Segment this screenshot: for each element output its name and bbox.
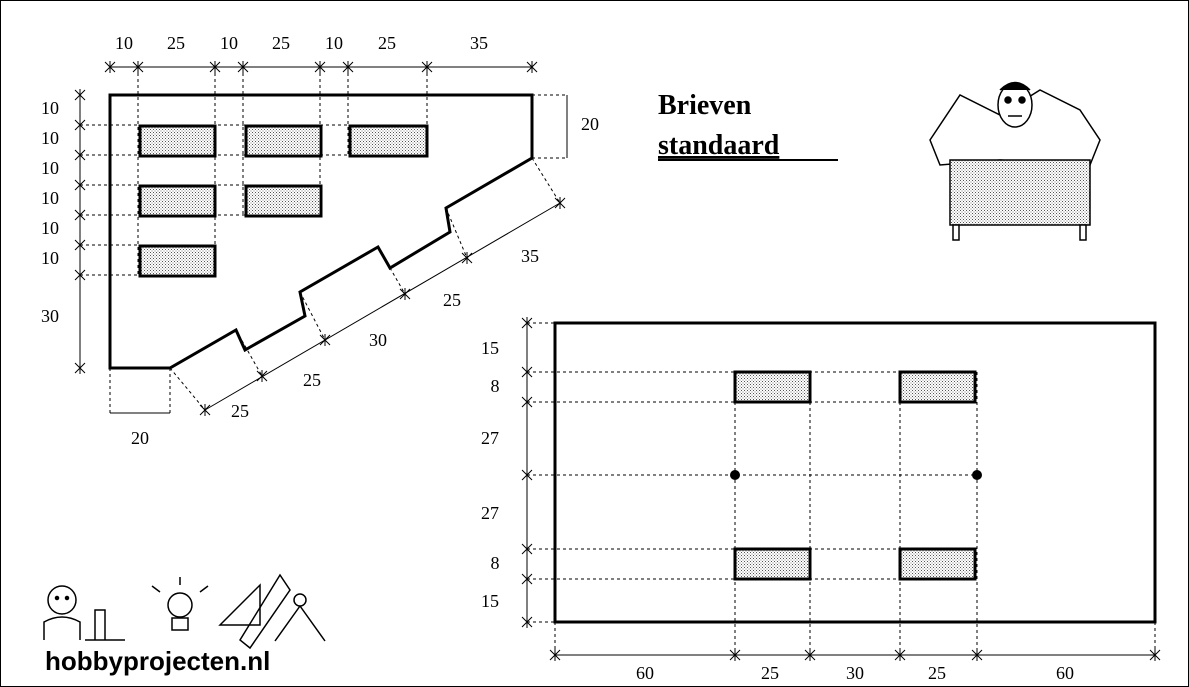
tick bbox=[521, 366, 533, 378]
brand: hobbyprojecten.nl bbox=[45, 646, 270, 676]
dimension-label: 60 bbox=[1056, 663, 1074, 683]
dimension-label: 25 bbox=[272, 33, 290, 53]
dimension-label: 60 bbox=[636, 663, 654, 683]
tick bbox=[237, 61, 249, 73]
outline-left bbox=[108, 93, 534, 370]
dimension-label: 30 bbox=[41, 306, 59, 326]
tick bbox=[729, 649, 741, 661]
tick bbox=[342, 61, 354, 73]
dimension-label: 25 bbox=[167, 33, 185, 53]
tick bbox=[521, 573, 533, 585]
dimension-label: 35 bbox=[521, 246, 539, 266]
title-line2: standaard bbox=[658, 130, 780, 161]
tick bbox=[132, 61, 144, 73]
tick bbox=[554, 197, 566, 209]
tick bbox=[549, 649, 561, 661]
dimension-label: 8 bbox=[491, 376, 500, 396]
dimension-label: 10 bbox=[325, 33, 343, 53]
tick bbox=[74, 89, 86, 101]
tick bbox=[521, 616, 533, 628]
dimension-label: 10 bbox=[115, 33, 133, 53]
tick bbox=[74, 269, 86, 281]
tick bbox=[319, 334, 331, 346]
dimension-label: 27 bbox=[481, 428, 499, 448]
dimension-label: 25 bbox=[378, 33, 396, 53]
tick bbox=[521, 469, 533, 481]
tick bbox=[209, 61, 221, 73]
hole bbox=[972, 470, 982, 480]
desk-clipart bbox=[929, 81, 1101, 241]
dimension-label: 10 bbox=[41, 128, 59, 148]
tick bbox=[521, 317, 533, 329]
slots-right bbox=[733, 370, 977, 581]
hole bbox=[730, 470, 740, 480]
dim-lines-left bbox=[79, 66, 568, 414]
outline-right bbox=[553, 321, 1157, 624]
dimension-label: 10 bbox=[220, 33, 238, 53]
dimension-label: 8 bbox=[491, 553, 500, 573]
dimension-label: 27 bbox=[481, 503, 499, 523]
tick bbox=[256, 370, 268, 382]
brand-icons bbox=[43, 573, 326, 650]
dimension-label: 25 bbox=[231, 401, 249, 421]
dimension-label: 10 bbox=[41, 98, 59, 118]
tick bbox=[74, 179, 86, 191]
dimension-label: 10 bbox=[41, 188, 59, 208]
dimension-label: 30 bbox=[369, 330, 387, 350]
slots-left bbox=[138, 124, 429, 278]
dimension-label: 20 bbox=[581, 114, 599, 134]
dimension-label: 25 bbox=[928, 663, 946, 683]
tick bbox=[526, 61, 538, 73]
tick bbox=[314, 61, 326, 73]
tick bbox=[894, 649, 906, 661]
dimension-label: 25 bbox=[761, 663, 779, 683]
dimension-label: 15 bbox=[481, 591, 499, 611]
dimension-label: 10 bbox=[41, 218, 59, 238]
dimension-label: 25 bbox=[443, 290, 461, 310]
tick bbox=[804, 649, 816, 661]
tick bbox=[74, 209, 86, 221]
tick bbox=[199, 404, 211, 416]
tick bbox=[1149, 649, 1161, 661]
tick bbox=[104, 61, 116, 73]
tick bbox=[74, 362, 86, 374]
tick bbox=[521, 543, 533, 555]
tick bbox=[74, 119, 86, 131]
dimension-label: 20 bbox=[131, 428, 149, 448]
tick bbox=[399, 288, 411, 300]
dimension-label: 35 bbox=[470, 33, 488, 53]
tick bbox=[521, 396, 533, 408]
tick bbox=[461, 252, 473, 264]
tick bbox=[971, 649, 983, 661]
tick bbox=[421, 61, 433, 73]
dimension-label: 15 bbox=[481, 338, 499, 358]
dimension-label: 25 bbox=[303, 370, 321, 390]
dimension-label: 10 bbox=[41, 248, 59, 268]
tick bbox=[74, 239, 86, 251]
dimension-label: 30 bbox=[846, 663, 864, 683]
tick bbox=[74, 149, 86, 161]
title-line1: Brieven bbox=[658, 90, 752, 121]
dimension-label: 10 bbox=[41, 158, 59, 178]
